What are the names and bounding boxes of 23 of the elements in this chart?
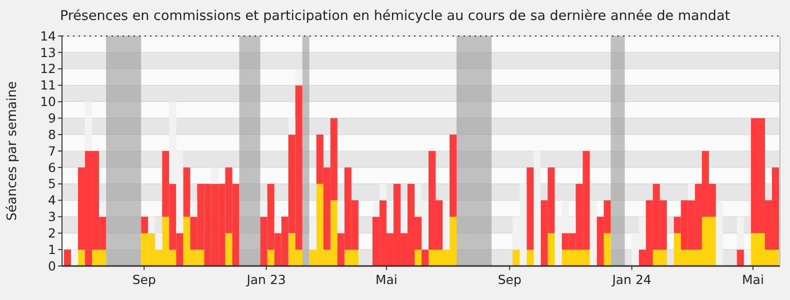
y-tick-label: 0 (48, 258, 56, 274)
y-tick-label: 9 (48, 110, 56, 126)
y-tick-label: 1 (48, 242, 56, 257)
y-tick-label: 12 (40, 61, 56, 76)
y-tick-label: 3 (48, 209, 56, 224)
y-tick-label: 5 (48, 176, 56, 192)
y-tick-label: 14 (40, 28, 56, 44)
y-tick-label: 4 (48, 192, 56, 208)
x-tick-label: Mai (375, 272, 398, 287)
y-tick-label: 2 (48, 226, 56, 241)
x-tick-label: Jan 24 (611, 272, 652, 287)
y-tick-label: 8 (48, 126, 56, 142)
y-tick-label: 7 (48, 143, 56, 158)
y-tick-label: 10 (40, 94, 56, 110)
y-axis-title: Séances par semaine (5, 81, 20, 221)
x-tick-label: Mai (742, 272, 764, 287)
x-tick-label: Sep (498, 272, 522, 287)
y-tick-label: 6 (48, 160, 56, 175)
chart-title: Présences en commissions et participation en hémicycle au cours de sa dernière année de mandat (60, 8, 730, 24)
y-tick-label: 11 (40, 78, 56, 93)
y-tick-label: 13 (40, 44, 56, 60)
x-tick-label: Sep (132, 272, 156, 287)
x-tick-label: Jan 23 (246, 272, 286, 287)
